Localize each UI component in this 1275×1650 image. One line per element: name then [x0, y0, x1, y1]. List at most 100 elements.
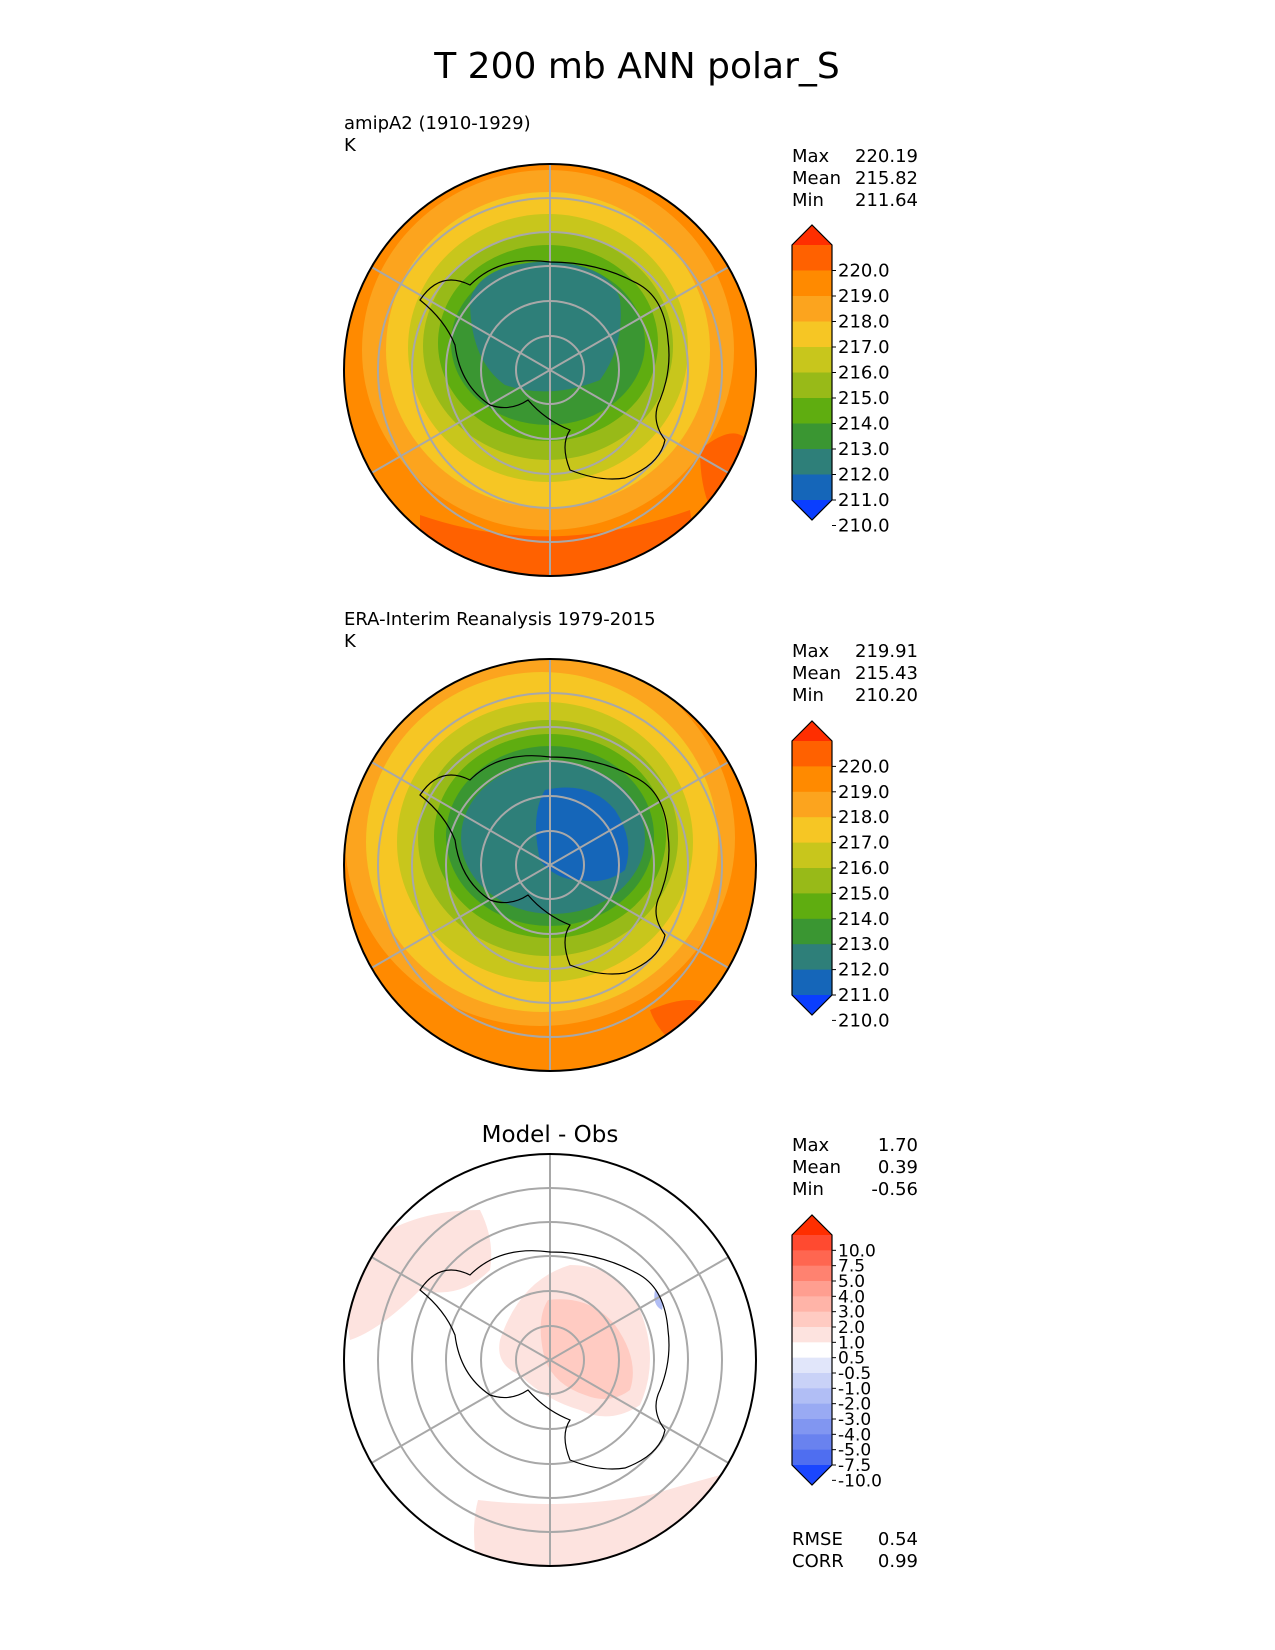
colorbar-tick-label: 219.0: [838, 782, 890, 803]
colorbar-tick-label: 0.5: [838, 1349, 865, 1369]
figure-title: T 200 mb ANN polar_S: [433, 46, 839, 87]
map-boundary: [343, 1153, 757, 1567]
colorbar-tick-label: -2.0: [838, 1395, 871, 1415]
polar-map: [344, 164, 756, 576]
stat-mean-value: 215.43: [855, 663, 918, 684]
colorbar-segment: [792, 1388, 832, 1405]
warm-anomaly-region: [700, 433, 756, 540]
colorbar-segment: [792, 372, 832, 399]
footer-stats: RMSE 0.54 CORR 0.99: [792, 1529, 918, 1572]
colorbar-tick-label: 211.0: [838, 490, 890, 511]
stat-min-label: Min: [792, 190, 824, 211]
stats-block: Max 220.19 Mean 215.82 Min 211.64: [792, 146, 918, 211]
polar-map: [344, 1154, 756, 1566]
colorbar-segment: [792, 1403, 832, 1420]
colorbar-tick-label: 1.0: [838, 1333, 865, 1353]
colorbar-segment: [792, 270, 832, 297]
colorbar-tick-label: 219.0: [838, 286, 890, 307]
colorbar-segment: [792, 791, 832, 818]
colorbar-segment: [792, 868, 832, 894]
stat-max-value: 220.19: [855, 146, 918, 167]
colorbar: 220.0 219.0 218.0 217.0 216.0 215.0 214.0 213.0…: [791, 720, 890, 1031]
colorbar-tick-label: 2.0: [838, 1318, 865, 1338]
colorbar-segment: [792, 918, 832, 945]
colorbar-tick-label: 7.5: [838, 1257, 865, 1277]
panel-heading: ERA-Interim Reanalysis 1979-2015: [344, 609, 656, 630]
colorbar-segment: [792, 1419, 832, 1435]
colorbar-segment: [792, 1373, 832, 1389]
colorbar-segment: [792, 1311, 832, 1328]
colorbar-tick-label: 216.0: [838, 363, 890, 384]
stat-rmse-label: RMSE: [792, 1529, 843, 1550]
colorbar-tick-label: 217.0: [838, 833, 890, 854]
colorbar-segment: [792, 741, 832, 767]
colorbar-segment: [792, 423, 832, 450]
colorbar-segment: [792, 766, 832, 793]
stat-mean-value: 215.82: [855, 168, 918, 189]
panel-obs: ERA-Interim Reanalysis 1979-2015 K: [343, 609, 918, 1072]
colorbar-segment: [792, 1327, 832, 1343]
colorbar-segment: [792, 969, 832, 996]
colorbar-segment: [792, 1250, 832, 1267]
colorbar-tick-label: 214.0: [838, 414, 890, 435]
colorbar-tick-label: 215.0: [838, 883, 890, 904]
colorbar-segment: [792, 398, 832, 424]
colorbar-extend-min: [792, 1465, 832, 1485]
colorbar-tick-label: 217.0: [838, 337, 890, 358]
colorbar-tick-label: 211.0: [838, 985, 890, 1006]
contour-band: [536, 787, 629, 882]
colorbar-extend-max: [792, 721, 832, 741]
colorbar-segment: [792, 1434, 832, 1451]
negative-difference-region: [654, 1290, 663, 1310]
colorbar-tick-label: 213.0: [838, 934, 890, 955]
stats-block: Max 219.91 Mean 215.43 Min 210.20: [792, 641, 918, 706]
colorbar-tick-label: 4.0: [838, 1287, 865, 1307]
colorbar-segment: [792, 842, 832, 869]
colorbar-segment: [792, 474, 832, 501]
colorbar-tick-label: -5.0: [838, 1441, 871, 1461]
panel-units: K: [344, 135, 357, 156]
colorbar: 220.0 219.0 218.0 217.0 216.0 215.0 214.0 213.0…: [791, 224, 890, 537]
stat-mean-value: 0.39: [878, 1157, 918, 1178]
stat-corr-label: CORR: [792, 1551, 844, 1572]
stat-max-label: Max: [792, 146, 830, 167]
colorbar-tick-label: 212.0: [838, 465, 890, 486]
antarctica-coastline: [419, 1250, 670, 1470]
colorbar-tick-label: -3.0: [838, 1410, 871, 1430]
colorbar-segment: [792, 1449, 832, 1466]
colorbar-extend-max: [792, 225, 832, 245]
stat-min-value: -0.56: [871, 1179, 918, 1200]
panel-heading: amipA2 (1910-1929): [344, 113, 531, 134]
colorbar-tick-label: 3.0: [838, 1303, 865, 1323]
colorbar-tick-label: 220.0: [838, 756, 890, 777]
colorbar-tick-label: 210.0: [838, 516, 890, 537]
stat-min-label: Min: [792, 685, 824, 706]
stat-mean-label: Mean: [792, 663, 841, 684]
colorbar-segment: [792, 1265, 832, 1282]
map-boundary: [343, 163, 757, 577]
colorbar-segment: [792, 296, 832, 322]
warm-anomaly-region: [650, 1000, 730, 1060]
colorbar-tick-label: 213.0: [838, 439, 890, 460]
colorbar-tick-label: 218.0: [838, 312, 890, 333]
antarctica-coastline: [419, 755, 670, 975]
colorbar-tick-label: 215.0: [838, 388, 890, 409]
colorbar-segment: [792, 449, 832, 475]
colorbar-tick-label: 212.0: [838, 960, 890, 981]
stat-corr-value: 0.99: [878, 1551, 918, 1572]
graticule: [367, 164, 733, 576]
stat-max-label: Max: [792, 1135, 830, 1156]
panel-heading: Model - Obs: [482, 1122, 619, 1148]
colorbar-tick-label: -1.0: [838, 1379, 871, 1399]
colorbar-tick-label: 216.0: [838, 858, 890, 879]
polar-map: [344, 659, 756, 1071]
colorbar-segment: [792, 245, 832, 271]
colorbar-tick-label: -0.5: [838, 1364, 871, 1384]
colorbar-tick-label: -7.5: [838, 1456, 871, 1476]
colorbar-extend-max: [792, 1215, 832, 1235]
stat-min-label: Min: [792, 1179, 824, 1200]
colorbar-tick-label: 220.0: [838, 261, 890, 282]
panel-model: amipA2 (1910-1929) K: [343, 113, 918, 577]
colorbar-extend-min: [792, 500, 832, 520]
